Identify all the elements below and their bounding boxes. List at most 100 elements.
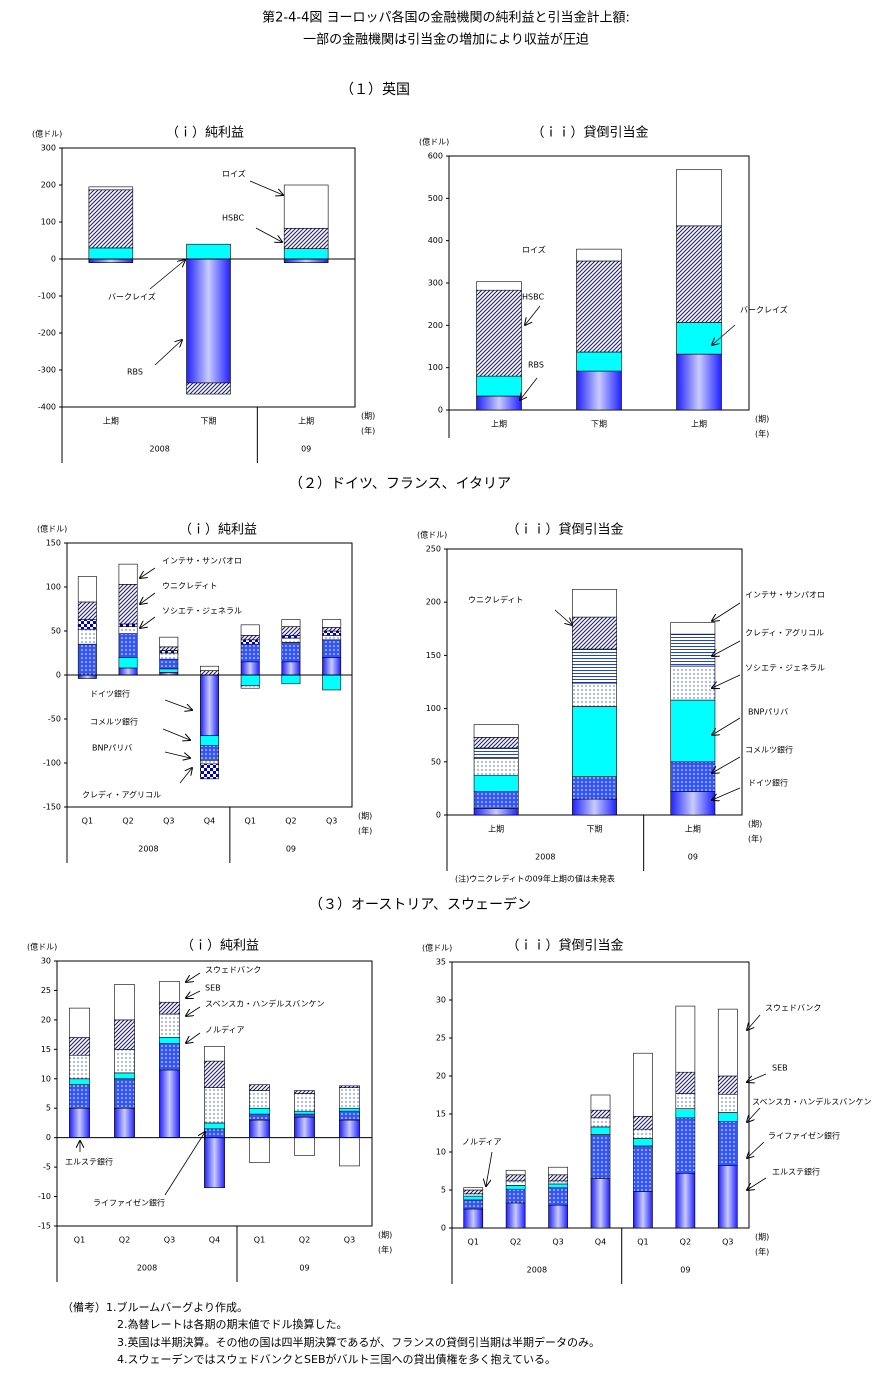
bar-segment <box>240 635 260 641</box>
bar-segment <box>240 674 260 686</box>
label-arrow <box>140 616 156 628</box>
x-axis-label: (期) <box>755 415 769 424</box>
y-tick-label: 10 <box>436 1148 446 1157</box>
section-title: （２）ドイツ、フランス、イタリア <box>289 476 511 492</box>
bar-segment <box>249 1119 270 1138</box>
bar-segment <box>204 1137 225 1189</box>
x-tick-label: Q3 <box>326 817 337 826</box>
bar-segment <box>339 1110 360 1121</box>
bar-segment <box>200 674 219 737</box>
y-tick-label: 0 <box>438 406 443 415</box>
bar-segment <box>473 775 519 792</box>
year-label: 09 <box>680 1266 690 1275</box>
y-tick-label: -10 <box>38 1192 51 1201</box>
x-tick-label: Q2 <box>122 817 133 826</box>
bar-segment <box>548 1187 568 1206</box>
note: (注)ウニクレディトの09年上期の値は未発表 <box>455 874 615 884</box>
bar-segment <box>281 674 301 685</box>
y-unit: (億ドル) <box>419 137 449 147</box>
x-tick-label: 下期 <box>587 825 603 834</box>
bar-segment <box>463 1195 484 1201</box>
bar-segment <box>283 184 329 229</box>
bar-segment <box>676 225 722 323</box>
bar-segment <box>249 1107 270 1115</box>
series-label: ノルディア <box>462 1137 501 1147</box>
year-label: 09 <box>286 845 296 854</box>
bar-segment <box>204 1122 225 1130</box>
series-label: ソシエテ・ジェネラル <box>162 607 242 616</box>
bar-segment <box>505 1180 526 1186</box>
year-label: 2008 <box>138 845 158 854</box>
y-tick-label: 150 <box>426 651 441 660</box>
x-tick-label: 上期 <box>298 417 314 426</box>
bar-segment <box>463 1187 484 1191</box>
bar-segment <box>114 1078 135 1109</box>
y-tick-label: 150 <box>46 539 61 548</box>
bar-segment <box>186 243 231 260</box>
remark: 2.為替レートは各期の期末値でドル換算した。 <box>117 1317 348 1331</box>
x2-axis-label: (年) <box>748 834 762 844</box>
bar-segment <box>633 1128 653 1139</box>
bar-segment <box>159 646 179 651</box>
bar-segment <box>339 1087 360 1109</box>
bar-segment <box>249 1084 270 1091</box>
y-tick-label: -15 <box>38 1222 51 1231</box>
label-arrow <box>149 260 185 290</box>
bar-segment <box>118 667 138 676</box>
y-unit: (億ドル) <box>27 942 57 952</box>
bar-segment <box>322 619 342 628</box>
bar-segment <box>294 1090 315 1094</box>
year-label: 2008 <box>527 1266 547 1275</box>
x-tick-label: Q2 <box>680 1238 691 1247</box>
bar-segment <box>322 630 342 636</box>
bar-segment <box>283 258 329 263</box>
bar-segment <box>77 628 97 645</box>
bar-segment <box>322 627 342 632</box>
x-tick-label: 上期 <box>691 420 707 429</box>
bar-segment <box>159 658 179 670</box>
label-arrow <box>747 1073 767 1082</box>
figure-title: 第2-4-4図 ヨーロッパ各国の金融機関の純利益と引当金計上額: <box>262 10 630 26</box>
series-label: コメルツ銀行 <box>745 745 793 755</box>
bar-segment <box>69 1007 90 1038</box>
bar-segment <box>118 626 138 634</box>
bar-segment <box>548 1183 568 1189</box>
year-label: 2008 <box>535 853 555 862</box>
y-tick-label: -50 <box>48 715 61 724</box>
bar-segment <box>159 668 179 673</box>
x-axis-label: (期) <box>358 812 372 821</box>
bar-segment <box>572 648 617 684</box>
x2-axis-label: (年) <box>361 426 375 436</box>
bar-segment <box>670 791 716 816</box>
section-title: （３）オーストリア、スウェーデン <box>309 896 531 913</box>
bar-segment <box>69 1107 90 1138</box>
y-tick-label: 10 <box>41 1074 51 1083</box>
bar-segment <box>717 1093 738 1113</box>
bar-segment <box>88 258 134 263</box>
bar-segment <box>186 382 231 395</box>
bar-segment <box>676 353 722 411</box>
y-tick-label: -150 <box>43 803 61 812</box>
label-arrow <box>164 751 190 758</box>
bar-segment <box>633 1191 653 1229</box>
bar-segment <box>283 248 329 260</box>
x-tick-label: Q3 <box>163 817 174 826</box>
bar-segment <box>69 1037 90 1056</box>
bar-segment <box>249 1137 270 1163</box>
bar-segment <box>159 1069 180 1138</box>
bar-segment <box>294 1110 315 1115</box>
bar-segment <box>294 1093 315 1112</box>
bar-segment <box>159 652 179 660</box>
bar-segment <box>505 1202 526 1229</box>
bar-segment <box>476 375 522 397</box>
chart-title: （ｉ）純利益 <box>181 939 259 954</box>
label-arrow <box>154 340 182 366</box>
bar-segment <box>572 589 617 618</box>
bar-segment <box>118 563 138 585</box>
bar-segment <box>159 650 179 654</box>
y-tick-label: 0 <box>436 811 441 820</box>
chart-title: （ｉｉ）貸倒引当金 <box>531 125 648 141</box>
label-arrow <box>712 640 741 656</box>
bar-segment <box>339 1085 360 1088</box>
label-arrow <box>186 972 201 982</box>
